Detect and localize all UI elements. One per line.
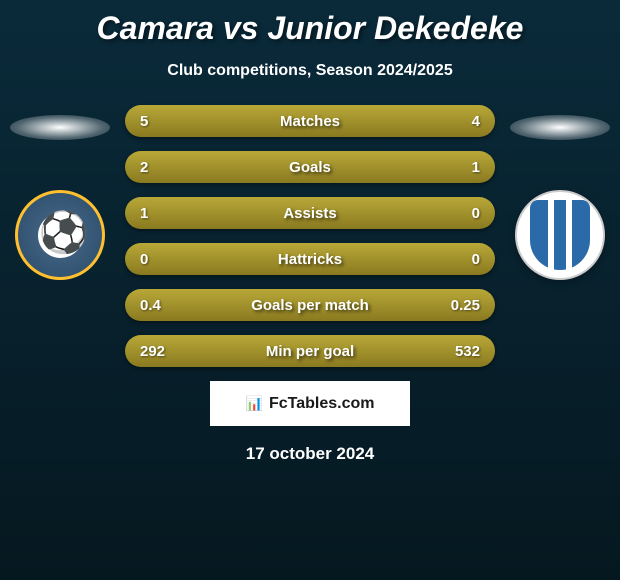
chart-icon: 📊 bbox=[246, 395, 263, 412]
shadow-ellipse-left bbox=[10, 115, 110, 140]
stat-right-value: 532 bbox=[455, 343, 480, 360]
shadow-ellipse-right bbox=[510, 115, 610, 140]
stat-left-value: 0.4 bbox=[140, 297, 161, 314]
team-logo-right bbox=[510, 185, 610, 285]
stat-bars: 5 Matches 4 2 Goals 1 1 Assists 0 0 Hatt… bbox=[125, 105, 495, 367]
stat-left-value: 5 bbox=[140, 113, 148, 130]
date-text: 17 october 2024 bbox=[0, 444, 620, 464]
stat-label: Matches bbox=[125, 113, 495, 130]
stat-label: Assists bbox=[125, 205, 495, 222]
fct-logo-icon bbox=[515, 190, 605, 280]
stat-row-assists: 1 Assists 0 bbox=[125, 197, 495, 229]
stat-right-value: 1 bbox=[472, 159, 480, 176]
stat-right-value: 0 bbox=[472, 251, 480, 268]
stat-right-value: 0 bbox=[472, 205, 480, 222]
stat-row-goals: 2 Goals 1 bbox=[125, 151, 495, 183]
stat-row-hattricks: 0 Hattricks 0 bbox=[125, 243, 495, 275]
stat-row-min-per-goal: 292 Min per goal 532 bbox=[125, 335, 495, 367]
stat-left-value: 292 bbox=[140, 343, 165, 360]
stat-label: Min per goal bbox=[125, 343, 495, 360]
stat-label: Hattricks bbox=[125, 251, 495, 268]
stat-label: Goals per match bbox=[125, 297, 495, 314]
stat-left-value: 0 bbox=[140, 251, 148, 268]
team-logo-left bbox=[10, 185, 110, 285]
stat-right-value: 0.25 bbox=[451, 297, 480, 314]
stat-row-matches: 5 Matches 4 bbox=[125, 105, 495, 137]
slovan-logo-icon bbox=[15, 190, 105, 280]
infographic-container: Camara vs Junior Dekedeke Club competiti… bbox=[0, 0, 620, 580]
page-title: Camara vs Junior Dekedeke bbox=[0, 10, 620, 47]
stat-left-value: 2 bbox=[140, 159, 148, 176]
stats-area: 5 Matches 4 2 Goals 1 1 Assists 0 0 Hatt… bbox=[0, 105, 620, 464]
soccer-ball-icon bbox=[38, 213, 83, 258]
watermark-text: FcTables.com bbox=[269, 395, 375, 413]
subtitle: Club competitions, Season 2024/2025 bbox=[0, 62, 620, 80]
stat-label: Goals bbox=[125, 159, 495, 176]
shield-icon bbox=[530, 200, 590, 270]
stat-left-value: 1 bbox=[140, 205, 148, 222]
stat-right-value: 4 bbox=[472, 113, 480, 130]
stat-row-goals-per-match: 0.4 Goals per match 0.25 bbox=[125, 289, 495, 321]
watermark-badge: 📊 FcTables.com bbox=[210, 381, 410, 426]
